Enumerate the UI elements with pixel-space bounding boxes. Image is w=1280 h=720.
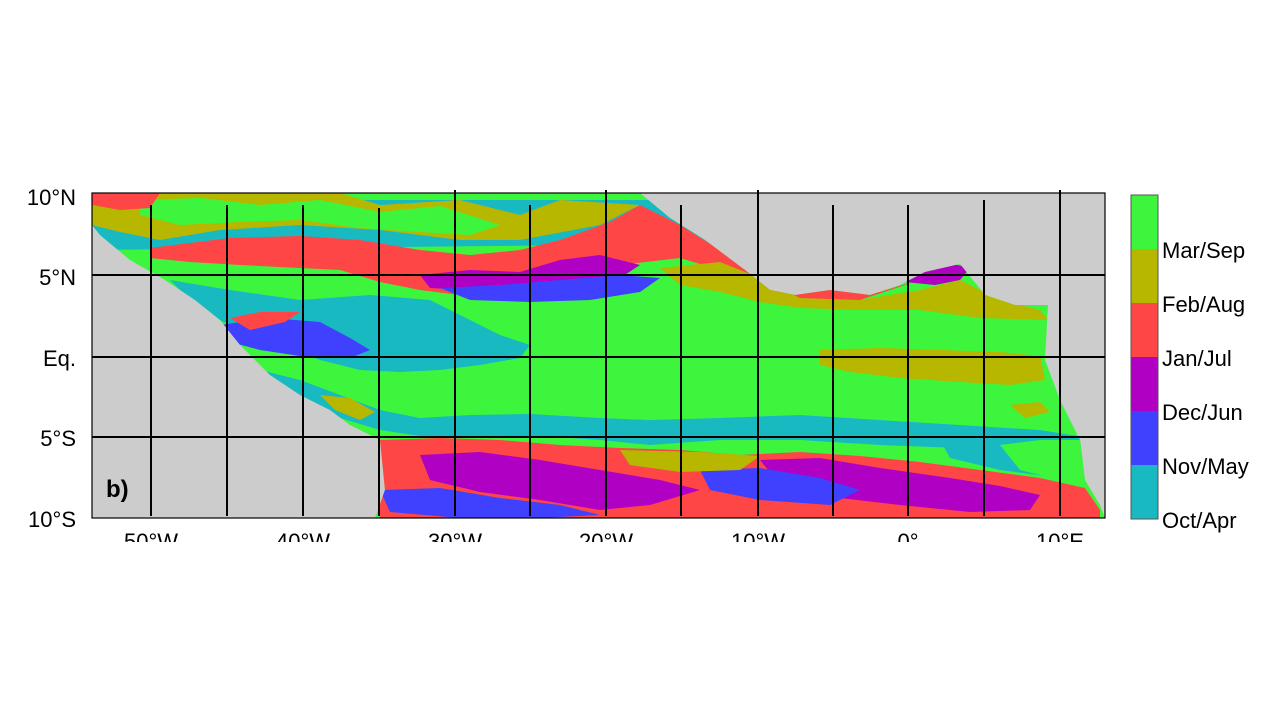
legend-label-feb-aug: Feb/Aug xyxy=(1162,292,1245,317)
graticule xyxy=(92,190,1105,516)
colorbar-legend: Mar/Sep Feb/Aug Jan/Jul Dec/Jun Nov/May … xyxy=(1130,194,1249,533)
northern-green-band xyxy=(140,198,500,235)
colorbar-swatch-feb-aug xyxy=(1131,249,1158,303)
legend-label-nov-may: Nov/May xyxy=(1162,454,1249,479)
legend-label-dec-jun: Dec/Jun xyxy=(1162,400,1243,425)
colorbar-frame xyxy=(1130,194,1159,520)
lat-label-10s: 10°S xyxy=(28,507,76,532)
southeastern-green-patch xyxy=(1000,440,1095,480)
legend-label-oct-apr: Oct/Apr xyxy=(1162,508,1237,533)
legend-label-jan-jul: Jan/Jul xyxy=(1162,346,1232,371)
panel-label: b) xyxy=(106,476,129,503)
lat-label-10n: 10°N xyxy=(27,185,76,210)
colorbar-swatch-dec-jun xyxy=(1131,357,1158,411)
southeastern-magenta-band xyxy=(760,458,1040,512)
colorbar-swatch-mar-sep xyxy=(1131,195,1158,249)
western-cyan-tongue xyxy=(170,280,530,372)
southwestern-blue-patch xyxy=(380,488,600,518)
southern-olive-patch xyxy=(620,450,760,472)
southern-magenta-band xyxy=(420,452,700,510)
gulf-olive-band xyxy=(660,262,1048,320)
latitude-labels: 10°N 5°N Eq. 5°S 10°S xyxy=(27,185,76,532)
map-panel: b) xyxy=(91,190,1106,519)
legend-label-mar-sep: Mar/Sep xyxy=(1162,238,1245,263)
southern-blue-patch xyxy=(700,468,860,505)
label-crop-mask xyxy=(0,542,1280,582)
corner-red-patch xyxy=(92,193,160,210)
map-frame xyxy=(91,192,1106,519)
lat-label-eq: Eq. xyxy=(43,346,76,371)
colorbar-swatch-nov-may xyxy=(1131,411,1158,465)
colorbar-swatch-jan-jul xyxy=(1131,303,1158,357)
lat-label-5n: 5°N xyxy=(39,265,76,290)
coastal-olive-patch xyxy=(320,395,375,420)
colorbar-swatch-oct-apr xyxy=(1131,465,1158,519)
western-red-streak xyxy=(230,312,300,330)
lat-label-5s: 5°S xyxy=(40,426,76,451)
eastern-olive-speck xyxy=(1010,402,1050,418)
